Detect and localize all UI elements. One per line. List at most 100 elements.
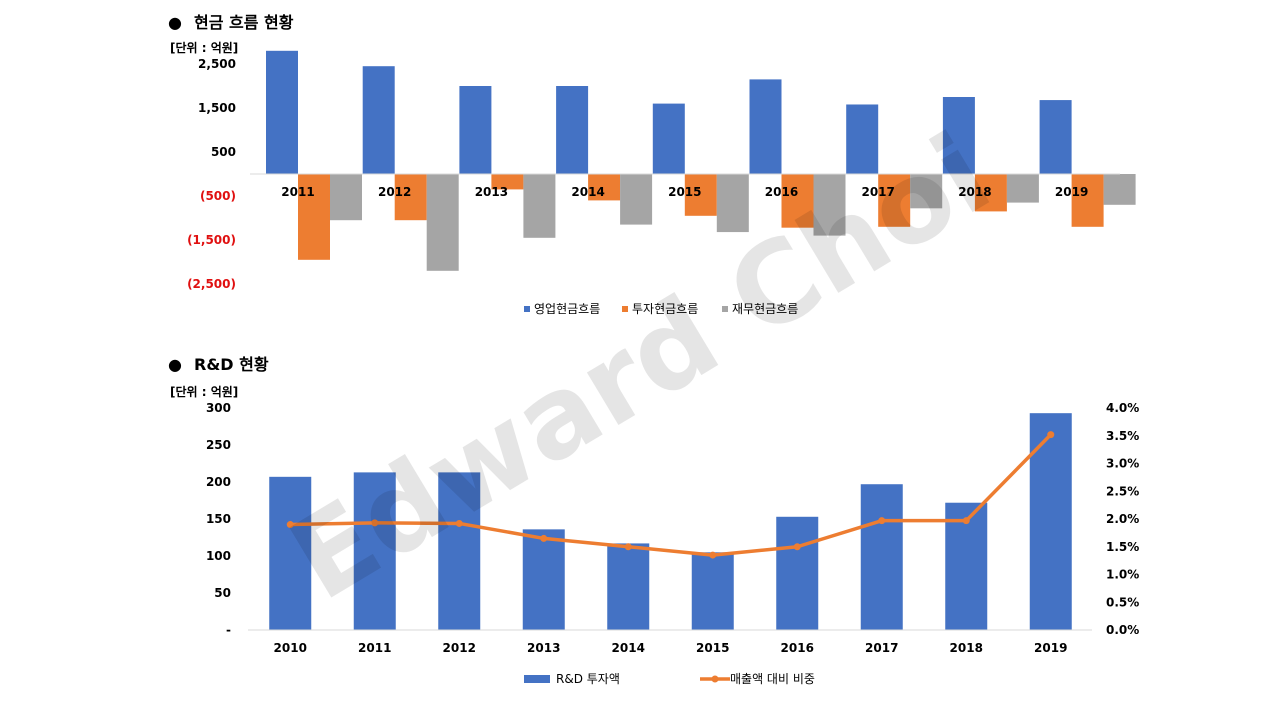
rnd-chart: 2010 2011 2012 2013 2014 2015 2016 2017 2018 2019…	[206, 401, 1139, 686]
cash-legend-label-1: 투자현금흐름	[632, 302, 698, 316]
rnd-category-label: 2012	[443, 641, 476, 655]
cash-bar-0-2011	[266, 50, 298, 174]
cash-y-tick: (500)	[200, 189, 236, 203]
rnd-ratio-point-2017	[878, 517, 886, 525]
rnd-category-label: 2018	[950, 641, 983, 655]
rnd-y2-tick: 2.5%	[1106, 484, 1139, 498]
cash-category-label: 2014	[571, 185, 604, 199]
rnd-ratio-point-2019	[1047, 431, 1055, 439]
rnd-category-label: 2010	[274, 641, 307, 655]
cash-y-tick: (2,500)	[187, 277, 236, 291]
cash-y-tick: (1,500)	[187, 233, 236, 247]
cash-category-label: 2019	[1055, 185, 1088, 199]
rnd-y2-tick: 3.5%	[1106, 429, 1139, 443]
rnd-legend-label-bar: R&D 투자액	[556, 672, 620, 686]
cash-bar-1-2013	[491, 174, 524, 190]
cash-bar-2-2018	[1006, 174, 1039, 203]
rnd-y-tick: 50	[214, 586, 231, 600]
rnd-legend-label-line: 매출액 대비 비중	[730, 672, 815, 686]
rnd-bar-2019	[1029, 413, 1072, 630]
rnd-bar-2017	[860, 484, 903, 630]
rnd-ratio-point-2014	[624, 543, 632, 551]
rnd-bar-2010	[269, 476, 312, 630]
cash-bar-0-2012	[362, 66, 395, 174]
cash-y-tick: 500	[211, 145, 236, 159]
rnd-ratio-point-2012	[455, 519, 463, 527]
cash-category-label: 2011	[281, 185, 314, 199]
cash-bar-2-2019	[1103, 174, 1136, 205]
rnd-y-tick: 150	[206, 512, 231, 526]
rnd-y-tick: -	[226, 623, 231, 637]
cash-bar-0-2014	[556, 86, 589, 174]
cash-category-label: 2017	[861, 185, 894, 199]
cash-bar-2-2012	[426, 174, 459, 271]
rnd-category-label: 2016	[781, 641, 814, 655]
cash-legend-swatch-0	[524, 306, 530, 312]
rnd-ratio-line	[290, 433, 1052, 557]
cash-legend-label-0: 영업현금흐름	[534, 302, 600, 316]
cash-bar-2-2017	[910, 174, 943, 209]
rnd-ratio-point-2010	[286, 521, 294, 529]
cash-y-tick: 1,500	[198, 101, 236, 115]
rnd-y2-tick: 1.5%	[1106, 540, 1139, 554]
rnd-y2-tick: 4.0%	[1106, 401, 1139, 415]
cash-bar-1-2018	[974, 174, 1007, 212]
rnd-section-bullet: ●	[168, 355, 182, 374]
rnd-y2-tick: 0.5%	[1106, 595, 1139, 609]
cash-category-label: 2012	[378, 185, 411, 199]
cash-category-label: 2015	[668, 185, 701, 199]
cash-bar-0-2019	[1039, 100, 1072, 174]
cash-bar-1-2015	[684, 174, 717, 216]
rnd-y-tick: 100	[206, 549, 231, 563]
rnd-bar-2014	[607, 543, 650, 630]
rnd-category-label: 2014	[612, 641, 645, 655]
cash-legend-swatch-1	[622, 306, 628, 312]
rnd-bar-2012	[438, 472, 481, 630]
rnd-bar-2013	[522, 529, 565, 630]
rnd-bar-2015	[691, 552, 734, 630]
cash-bar-2-2011	[330, 174, 362, 221]
rnd-y2-tick: 1.0%	[1106, 568, 1139, 582]
cash-category-label: 2016	[765, 185, 798, 199]
cash-flow-chart: 2011 2012 2013 2014 2015 2016 2017 2018 2019 2,50…	[187, 50, 1136, 316]
rnd-ratio-point-2015	[709, 551, 717, 559]
cash-category-label: 2018	[958, 185, 991, 199]
cash-bar-2-2016	[813, 174, 846, 236]
cash-section-title: 현금 흐름 현황	[194, 13, 294, 32]
cash-bar-0-2016	[749, 79, 782, 174]
rnd-y-tick: 200	[206, 475, 231, 489]
rnd-bar-2016	[776, 516, 819, 630]
rnd-y-tick: 250	[206, 438, 231, 452]
cash-bar-1-2014	[588, 174, 621, 201]
cash-category-label: 2013	[475, 185, 508, 199]
rnd-ratio-point-2018	[962, 517, 970, 525]
cash-unit-label: [단위 : 억원]	[170, 40, 238, 55]
rnd-category-label: 2019	[1034, 641, 1067, 655]
cash-bar-1-2017	[878, 174, 911, 227]
cash-legend-label-2: 재무현금흐름	[732, 302, 798, 316]
cash-bar-1-2011	[298, 174, 330, 260]
cash-legend-swatch-2	[722, 306, 728, 312]
rnd-bar-2011	[353, 472, 396, 630]
cash-bar-2-2013	[523, 174, 556, 238]
cash-bar-1-2016	[781, 174, 814, 228]
cash-bar-1-2012	[394, 174, 427, 221]
rnd-legend-swatch-bar	[524, 675, 550, 683]
cash-bar-0-2013	[459, 86, 492, 174]
rnd-ratio-point-2013	[540, 534, 548, 542]
rnd-section-title: R&D 현황	[194, 355, 269, 374]
rnd-category-label: 2013	[527, 641, 560, 655]
rnd-y2-tick: 2.0%	[1106, 512, 1139, 526]
cash-bar-0-2015	[652, 103, 685, 174]
cash-bar-0-2018	[942, 97, 975, 174]
cash-bar-1-2019	[1071, 174, 1104, 227]
cash-section-bullet: ●	[168, 13, 182, 32]
rnd-y2-tick: 0.0%	[1106, 623, 1139, 637]
cash-bar-0-2017	[846, 104, 879, 174]
cash-y-tick: 2,500	[198, 57, 236, 71]
rnd-unit-label: [단위 : 억원]	[170, 384, 238, 399]
cash-bar-2-2015	[716, 174, 749, 233]
rnd-ratio-point-2016	[793, 543, 801, 551]
rnd-ratio-point-2011	[371, 519, 379, 527]
